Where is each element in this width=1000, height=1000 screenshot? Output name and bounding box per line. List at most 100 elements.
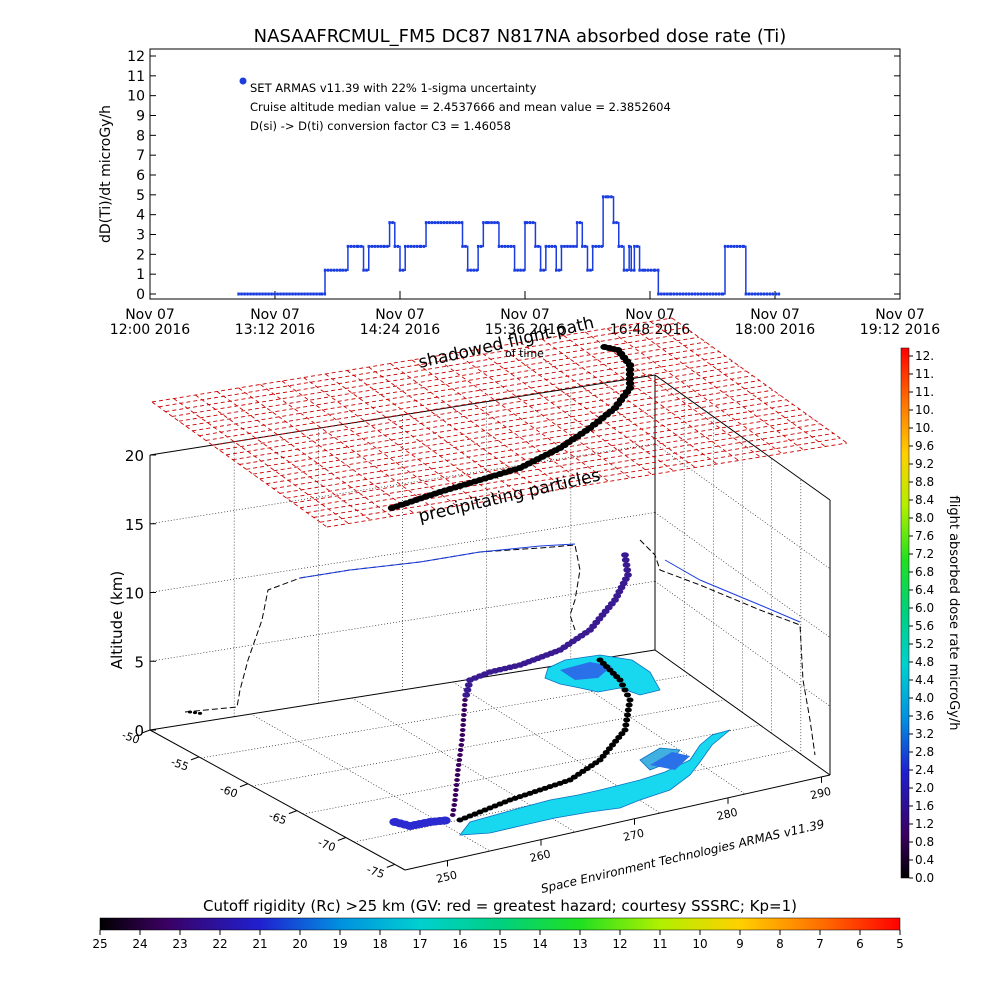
dose-rate-point <box>410 244 413 248</box>
x-tick-label-time: 19:12 2016 <box>860 322 941 338</box>
dose-rate-point <box>774 292 778 296</box>
dose-rate-point <box>542 268 545 272</box>
dose-rate-point <box>756 292 760 296</box>
dose-rate-point <box>641 268 644 272</box>
altitude-tick-label: 15 <box>125 516 144 534</box>
x-tick-label-date: Nov 07 <box>500 307 550 323</box>
dose-rate-point <box>759 292 763 296</box>
dose-colorbar-tick-label: 10. <box>915 421 934 435</box>
dose-rate-point <box>705 292 709 296</box>
flight-path-mid-dot <box>463 687 472 693</box>
3d-box-frame <box>149 374 831 871</box>
dose-rate-point <box>341 268 344 272</box>
dose-rate-point <box>539 268 542 272</box>
dose-rate-point <box>376 244 379 248</box>
dose-rate-point <box>386 244 389 248</box>
dose-colorbar-tick-label: 9.2 <box>915 457 934 471</box>
dose-rate-point <box>555 268 558 272</box>
flight-path-descent-dot <box>459 738 465 742</box>
floor-grid-line <box>553 665 746 795</box>
dose-rate-point <box>349 244 353 248</box>
x-tick-label-time: 13:12 2016 <box>235 322 316 338</box>
dose-rate-point <box>657 268 660 272</box>
dose-rate-point <box>279 292 282 296</box>
dose-rate-point <box>633 268 636 272</box>
mesh-line <box>185 341 706 427</box>
latitude-tick-mark <box>386 863 395 868</box>
dose-rate-point <box>636 244 639 248</box>
dose-rate-colorbar-ticks: 12. 11. 11. 10. 10. 9.6 9.2 8.8 8.4 8.0 7.6 7.2 6.8 6… <box>909 349 934 885</box>
y-tick-label: 1 <box>136 267 145 283</box>
y-tick-label: 2 <box>136 247 145 263</box>
dose-rate-point <box>681 292 685 296</box>
dose-colorbar-tick-label: 2.8 <box>915 745 934 759</box>
mesh-line <box>606 328 783 454</box>
dose-rate-point <box>497 244 501 248</box>
x-tick-label-time: 16:48 2016 <box>610 322 691 338</box>
flight-path-descent-dot <box>453 783 460 787</box>
dose-rate-point <box>413 244 416 248</box>
dose-rate-point <box>714 292 718 296</box>
flight-path-high-dot <box>625 380 635 387</box>
flight-path-low-dot <box>624 707 632 713</box>
dose-rate-point <box>550 244 554 248</box>
label-precipitating-particles: precipitating particles <box>417 466 603 527</box>
y-tick-label: 12 <box>127 49 145 65</box>
dose-rate-point <box>721 292 725 296</box>
flight-path-mid-dot <box>622 562 631 568</box>
dose-rate-point <box>264 292 267 296</box>
flight-path-descent-dot <box>462 698 468 702</box>
flight-path-high-dot <box>625 366 635 373</box>
rigidity-colorbar-ticks: 25 24 23 22 21 20 19 18 17 16 15 14 13 12 11 10 9 8 7 6 5 <box>92 930 904 951</box>
flight-path-descent-dot <box>457 753 463 757</box>
dose-rate-point <box>355 244 359 248</box>
dose-rate-point <box>338 268 342 272</box>
mesh-line <box>219 365 740 451</box>
dose-rate-point <box>534 244 537 248</box>
map-land-cyan <box>459 654 731 836</box>
flight-path-descent-dot <box>453 788 459 792</box>
dose-rate-point <box>627 244 631 248</box>
mesh-line <box>326 442 848 528</box>
dose-rate-line <box>238 196 781 295</box>
longitude-axis-ticks: 250 260 270 280 290 <box>435 776 832 886</box>
dose-rate-point <box>291 292 294 296</box>
mesh-line <box>541 338 718 465</box>
flight-path-descent-dot <box>460 723 466 727</box>
dose-rate-point <box>503 244 507 248</box>
dose-rate-point <box>261 292 264 296</box>
dose-rate-point <box>335 268 339 272</box>
flight-path-projection-dot <box>187 710 193 714</box>
mesh-line <box>260 384 436 510</box>
rigidity-colorbar-tick-label: 5 <box>896 937 904 951</box>
dose-rate-point <box>620 244 623 248</box>
flight-path-start-dot <box>439 816 451 825</box>
dose-rate-point <box>276 292 279 296</box>
y-tick-label: 8 <box>136 128 145 144</box>
colorbar-label: flight absorbed dose rate microGy/h <box>946 496 961 731</box>
dose-colorbar-tick-label: 4.0 <box>915 691 934 705</box>
dose-rate-point <box>454 221 458 225</box>
dose-rate-point <box>306 292 309 296</box>
flight-profile-solid <box>299 543 801 623</box>
3d-grid-lines <box>149 388 831 852</box>
dose-colorbar-tick-label: 3.6 <box>915 709 934 723</box>
legend-marker <box>239 77 247 85</box>
dose-rate-point <box>723 244 727 248</box>
dose-colorbar-tick-label: 2.0 <box>915 781 934 795</box>
x-tick-label-date: Nov 07 <box>250 307 300 323</box>
flight-path-descent-dot <box>457 748 464 752</box>
dose-rate-point <box>633 244 636 248</box>
dose-rate-point <box>294 292 297 296</box>
dose-rate-point <box>753 292 757 296</box>
flight-path-mid-dot <box>621 557 630 563</box>
rigidity-colorbar-tick-label: 6 <box>856 937 864 951</box>
flight-path-descent-dot <box>459 728 466 732</box>
mesh-line <box>346 370 523 496</box>
altitude-axis-label: Altitude (km) <box>108 571 126 669</box>
rigidity-colorbar-tick-label: 16 <box>452 937 467 951</box>
dose-rate-point <box>669 292 673 296</box>
flight-path-descent-dot <box>459 733 466 737</box>
dose-rate-point <box>732 244 736 248</box>
dose-rate-point <box>519 268 522 272</box>
